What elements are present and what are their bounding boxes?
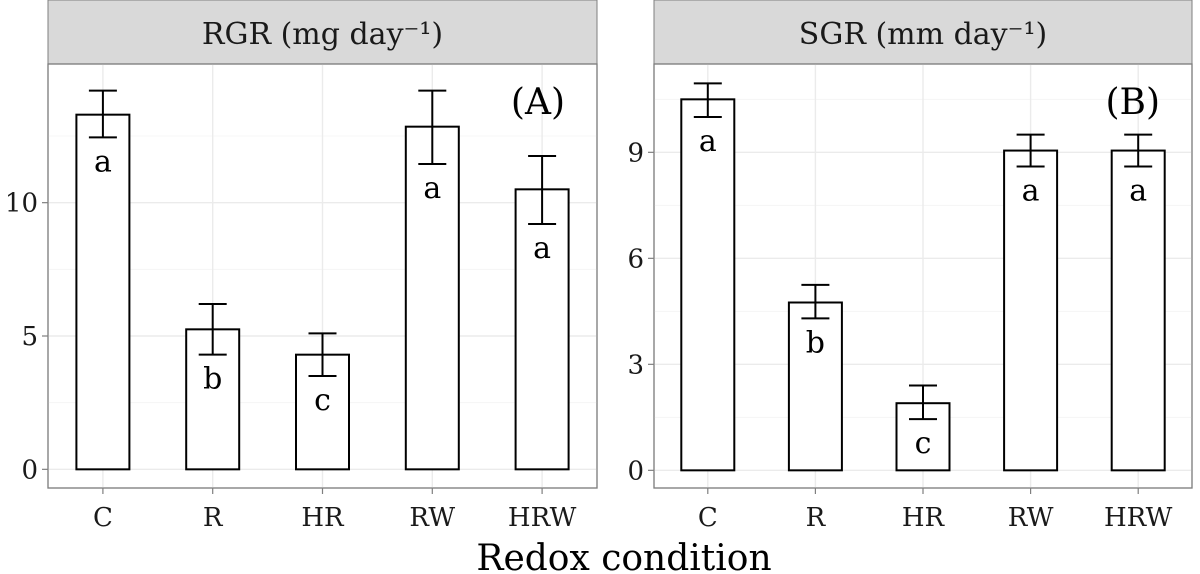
significance-letter: c bbox=[915, 426, 932, 461]
bar-R bbox=[787, 301, 843, 472]
significance-letter: a bbox=[423, 171, 441, 206]
bar-HRW bbox=[514, 188, 570, 471]
x-tick-label: RW bbox=[1008, 503, 1054, 533]
panel-tag: (B) bbox=[1105, 82, 1160, 123]
significance-letter: b bbox=[203, 362, 222, 397]
error-bar-HR bbox=[308, 332, 337, 377]
panel-title: RGR (mg day⁻¹) bbox=[202, 17, 443, 52]
panel-strip bbox=[653, 0, 1193, 65]
x-tick-label: HRW bbox=[508, 503, 577, 533]
significance-letter: a bbox=[1022, 173, 1040, 208]
error-bar-C bbox=[88, 89, 117, 139]
x-tick-label: R bbox=[806, 503, 827, 533]
x-tick-label: C bbox=[93, 503, 113, 533]
significance-letter: b bbox=[806, 325, 825, 360]
y-tick-label: 0 bbox=[21, 455, 38, 485]
panel-title: SGR (mm day⁻¹) bbox=[799, 17, 1047, 52]
y-tick-label: 0 bbox=[627, 456, 644, 486]
bar-HR bbox=[295, 353, 350, 471]
x-axis-title: Redox condition bbox=[476, 538, 771, 574]
y-tick-label: 9 bbox=[627, 138, 644, 168]
panel-strip bbox=[47, 0, 598, 65]
significance-letter: c bbox=[314, 383, 331, 418]
y-tick-label: 3 bbox=[627, 350, 644, 380]
panel-2: SGR (mm day⁻¹) 0 3 6 9 a Cb Rc HR a RW a HRW (B) bbox=[627, 0, 1193, 533]
error-bar-RW bbox=[418, 89, 447, 165]
bar-HR bbox=[895, 402, 951, 472]
error-bar-HRW bbox=[528, 155, 557, 225]
y-tick-label: 5 bbox=[21, 322, 38, 352]
error-bar-HR bbox=[909, 384, 937, 421]
x-tick-label: HR bbox=[902, 503, 946, 533]
error-bar-HRW bbox=[1124, 133, 1153, 168]
significance-letter: a bbox=[94, 144, 112, 179]
significance-letter: a bbox=[1129, 173, 1147, 208]
bar-C bbox=[75, 113, 131, 471]
significance-letter: a bbox=[533, 231, 551, 266]
significance-letter: a bbox=[699, 124, 717, 159]
y-tick-label: 6 bbox=[627, 244, 644, 274]
x-tick-label: C bbox=[698, 503, 718, 533]
panel-1: RGR (mg day⁻¹) 0 5 10 a Cb Rc HR a RW a HRW (A) bbox=[5, 0, 598, 533]
y-tick-label: 10 bbox=[5, 189, 38, 219]
bar-C bbox=[680, 98, 736, 472]
x-tick-label: R bbox=[203, 503, 224, 533]
bar-RW bbox=[1003, 149, 1059, 472]
x-tick-label: HRW bbox=[1104, 503, 1173, 533]
error-bar-RW bbox=[1016, 133, 1045, 168]
bar-RW bbox=[404, 125, 460, 471]
x-tick-label: HR bbox=[301, 503, 345, 533]
panel-tag: (A) bbox=[511, 82, 565, 123]
error-bar-C bbox=[693, 82, 722, 118]
error-bar-R bbox=[801, 283, 830, 320]
error-bar-R bbox=[198, 303, 227, 356]
x-tick-label: RW bbox=[409, 503, 455, 533]
